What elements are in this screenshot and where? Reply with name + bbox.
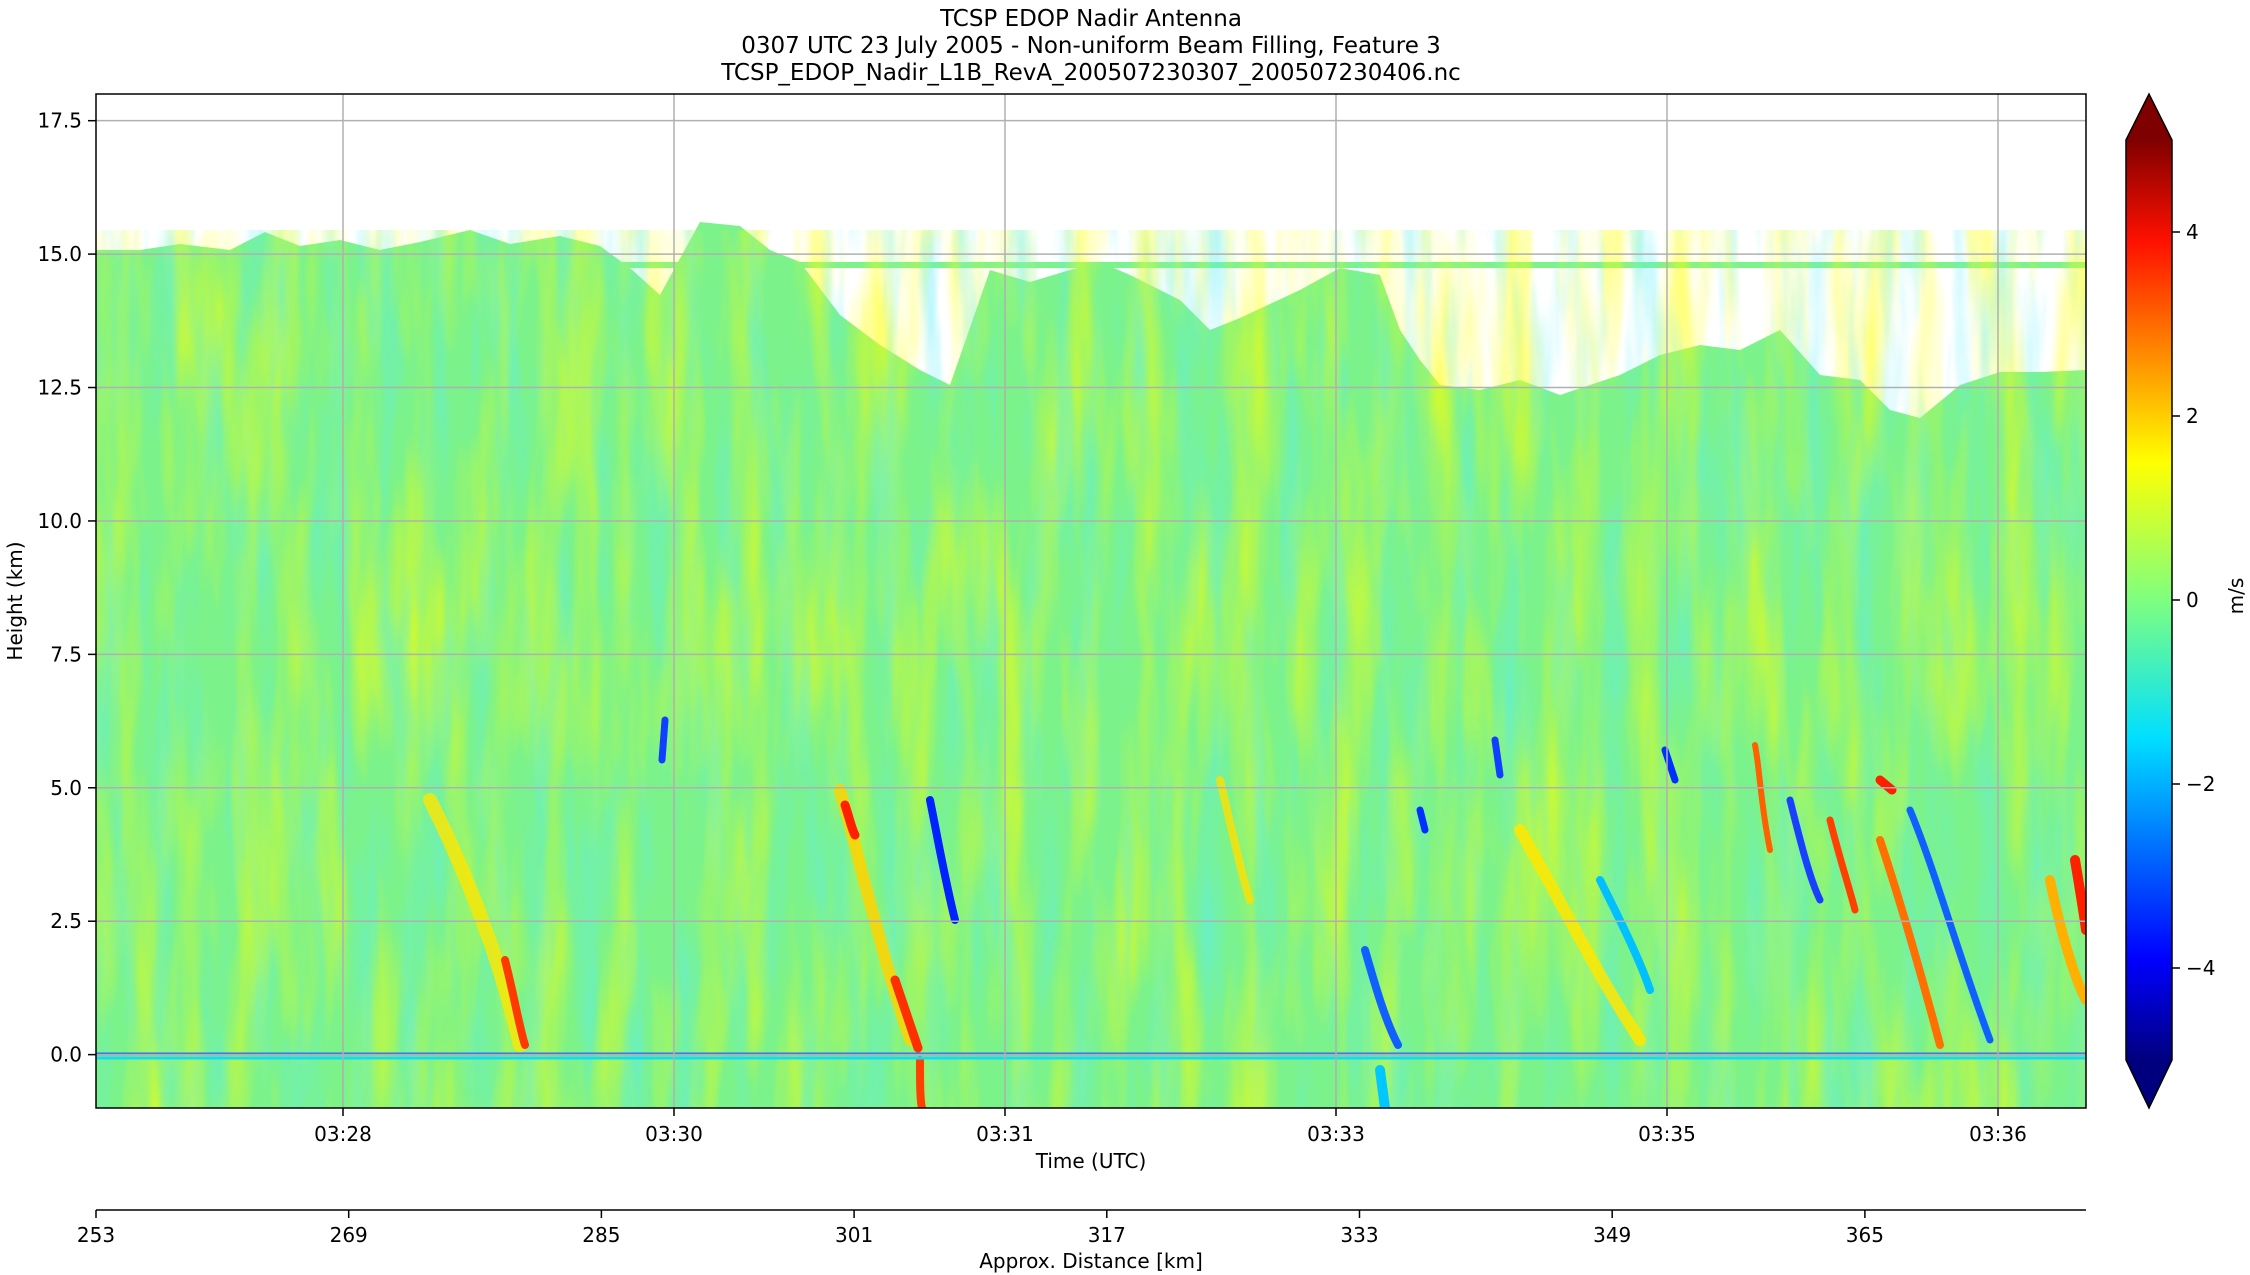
colorbar-tick-label: −2 (2186, 772, 2215, 796)
y-tick-label: 2.5 (50, 909, 82, 933)
x-tick-label: 03:31 (976, 1122, 1034, 1146)
y-axis-label: Height (km) (3, 541, 27, 660)
chart-subtitle: 0307 UTC 23 July 2005 - Non-uniform Beam… (741, 33, 1441, 59)
distance-tick-label: 349 (1593, 1223, 1631, 1247)
y-tick-label: 10.0 (37, 509, 82, 533)
distance-tick-label: 365 (1846, 1223, 1884, 1247)
x-tick-label: 03:33 (1307, 1122, 1365, 1146)
distance-tick-label: 317 (1088, 1223, 1126, 1247)
x-tick-label: 03:28 (314, 1122, 372, 1146)
y-tick-label: 17.5 (37, 109, 82, 133)
distance-tick-label: 269 (330, 1223, 368, 1247)
colorbar-extend-min (2126, 1060, 2172, 1108)
y-tick-label: 12.5 (37, 376, 82, 400)
colorbar-tick-label: 0 (2186, 588, 2199, 612)
colorbar-label: m/s (2224, 578, 2248, 615)
colorbar-tick-label: 4 (2186, 220, 2199, 244)
colorbar-body (2126, 140, 2172, 1060)
distance-tick-label: 333 (1340, 1223, 1378, 1247)
plot-area (96, 94, 2086, 1108)
colorbar: −4 −2 0 2 4 m/s (2125, 92, 2248, 1110)
colorbar-tick-label: 2 (2186, 404, 2199, 428)
x-tick-label: 03:30 (645, 1122, 703, 1146)
distance-tick-label: 253 (77, 1223, 115, 1247)
y-tick-label: 7.5 (50, 642, 82, 666)
chart-filename: TCSP_EDOP_Nadir_L1B_RevA_200507230307_20… (720, 60, 1461, 86)
distance-tick-label: 301 (835, 1223, 873, 1247)
distance-tick-label: 285 (582, 1223, 620, 1247)
chart-title: TCSP EDOP Nadir Antenna (939, 6, 1242, 32)
distance-axis-label: Approx. Distance [km] (979, 1249, 1203, 1273)
colorbar-tick-label: −4 (2186, 956, 2215, 980)
colorbar-extend-max (2126, 94, 2172, 140)
distance-axis: 253 269 285 301 317 333 349 365 (77, 1210, 1884, 1247)
y-tick-label: 15.0 (37, 242, 82, 266)
x-tick-label: 03:36 (1969, 1122, 2027, 1146)
x-axis-label: Time (UTC) (1035, 1149, 1147, 1173)
y-axis: 0.0 2.5 5.0 7.5 10.0 12.5 15.0 17.5 (37, 109, 96, 1067)
y-tick-label: 5.0 (50, 776, 82, 800)
plot-frame (95, 93, 2087, 1109)
x-tick-label: 03:35 (1638, 1122, 1696, 1146)
x-axis: 03:28 03:30 03:31 03:33 03:35 03:36 (314, 1108, 2027, 1146)
gridlines (96, 94, 2086, 1108)
y-tick-label: 0.0 (50, 1043, 82, 1067)
